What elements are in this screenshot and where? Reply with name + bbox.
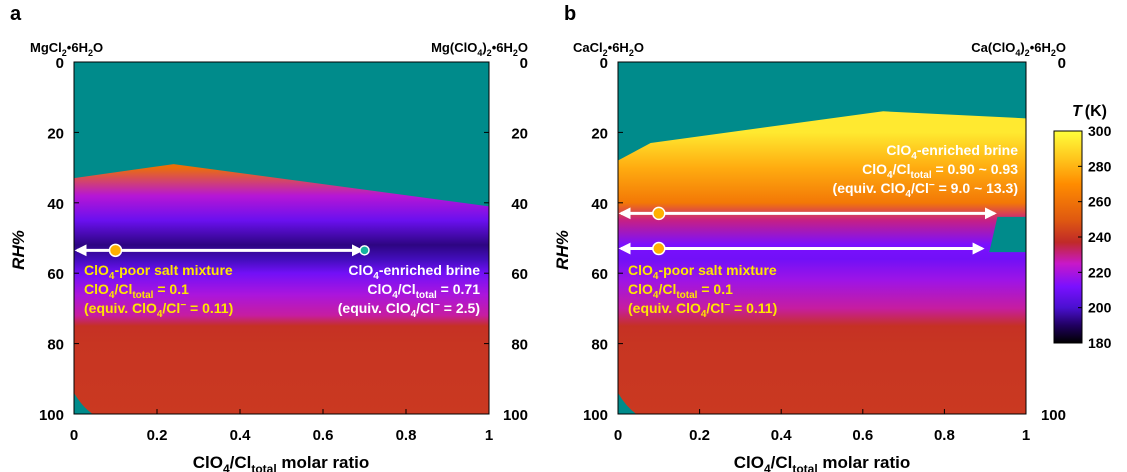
colorbar-tick-label: 260 [1088, 194, 1112, 210]
y-tick-label: 60 [47, 266, 64, 283]
y-tick-label-right: 60 [511, 266, 528, 283]
colorbar-gradient [1053, 130, 1083, 344]
panel-b-left-salt: CaCl2•6H2O [573, 40, 644, 58]
colorbar-tick-label: 200 [1088, 300, 1112, 316]
y-tick-label-right: 100 [1041, 407, 1066, 424]
panel-b-poor-annotation: ClO4-poor salt mixture ClO4/Cltotal = 0.… [628, 262, 777, 320]
colorbar-tick-label: 180 [1088, 335, 1112, 351]
panel-a-rich-annotation: ClO4-enriched brine ClO4/Cltotal = 0.71 … [338, 262, 480, 320]
panel-b-label: b [564, 3, 576, 25]
y-tick-label-right: 0 [1058, 55, 1066, 72]
y-tick-label: 20 [591, 125, 608, 142]
orange-marker [108, 243, 123, 258]
svg-text:ClO4-enriched brine: ClO4-enriched brine [886, 142, 1018, 162]
panel-a-left-salt: MgCl2•6H2O [30, 40, 103, 58]
corner-teal-spot [74, 392, 93, 414]
y-tick-label: 100 [39, 407, 64, 424]
panel-b-frame [617, 61, 1027, 415]
panel-b-teal-region [618, 62, 1026, 161]
panel-a: a MgCl2•6H2O Mg(ClO4)2•6H2O ClO4-poor sa… [9, 3, 528, 472]
y-tick-label: 0 [56, 55, 64, 72]
x-tick-label: 0.2 [689, 427, 710, 444]
panel-b: b CaCl2•6H2O Ca(ClO4)2•6H2O ClO4-poor sa… [553, 3, 1066, 472]
x-tick-label: 0.8 [934, 427, 955, 444]
y-tick-label: 40 [47, 196, 64, 213]
colorbar: T (K) 300 280 260 240 220 200 180 [1053, 103, 1112, 351]
svg-text:ClO4/Cltotal = 0.90 ~ 0.93: ClO4/Cltotal = 0.90 ~ 0.93 [862, 161, 1018, 181]
colorbar-tick-label: 220 [1088, 264, 1112, 280]
y-tick-label-right: 20 [511, 125, 528, 142]
x-tick-label: 0.8 [396, 427, 417, 444]
y-tick-label: 100 [583, 407, 608, 424]
x-tick-label: 0 [70, 427, 78, 444]
panel-b-right-salt: Ca(ClO4)2•6H2O [971, 40, 1066, 58]
panel-a-right-salt: Mg(ClO4)2•6H2O [431, 40, 528, 58]
y-tick-label: 80 [591, 337, 608, 354]
svg-text:ClO4/Cltotal = 0.1: ClO4/Cltotal = 0.1 [628, 281, 733, 301]
panel-a-teal-region [74, 62, 489, 207]
panel-a-y-axis-label: RH% [9, 230, 28, 270]
colorbar-tick-label: 300 [1088, 123, 1112, 139]
corner-teal-spot [618, 392, 637, 414]
x-tick-label: 0.4 [771, 427, 793, 444]
x-tick-label: 0.6 [852, 427, 873, 444]
orange-marker [652, 241, 666, 256]
svg-text:ClO4-poor salt mixture: ClO4-poor salt mixture [84, 262, 233, 282]
panel-b-plot [618, 62, 1026, 414]
panel-b-x-axis-label: ClO4/Cltotal molar ratio [734, 453, 911, 472]
panel-b-y-axis-label: RH% [553, 230, 572, 270]
svg-text:(equiv. ClO4/Cl− = 2.5): (equiv. ClO4/Cl− = 2.5) [338, 300, 480, 320]
svg-text:ClO4/Cltotal = 0.71: ClO4/Cltotal = 0.71 [367, 281, 480, 301]
svg-text:(equiv. ClO4/Cl− = 9.0 ~ 13.3): (equiv. ClO4/Cl− = 9.0 ~ 13.3) [833, 180, 1018, 200]
panel-a-poor-annotation: ClO4-poor salt mixture ClO4/Cltotal = 0.… [84, 262, 233, 320]
panel-a-plot [74, 62, 489, 414]
orange-marker [652, 206, 666, 221]
x-tick-label: 0.6 [313, 427, 334, 444]
y-tick-label-right: 100 [503, 407, 528, 424]
x-tick-label: 0 [614, 427, 622, 444]
panel-a-label: a [10, 3, 22, 25]
svg-text:(equiv. ClO4/Cl− = 0.11): (equiv. ClO4/Cl− = 0.11) [84, 300, 233, 320]
panel-b-rich-annotation: ClO4-enriched brine ClO4/Cltotal = 0.90 … [833, 142, 1019, 200]
x-tick-label: 0.4 [230, 427, 252, 444]
y-tick-label: 40 [591, 196, 608, 213]
x-tick-label: 1 [1022, 427, 1030, 444]
y-tick-label-right: 40 [511, 196, 528, 213]
y-tick-label: 0 [600, 55, 608, 72]
svg-text:(equiv. ClO4/Cl− = 0.11): (equiv. ClO4/Cl− = 0.11) [628, 300, 777, 320]
y-tick-label-right: 0 [520, 55, 528, 72]
panel-b-teal-pocket [989, 216, 1026, 253]
y-tick-label: 60 [591, 266, 608, 283]
x-tick-label: 1 [485, 427, 493, 444]
panel-a-frame [73, 61, 490, 415]
y-tick-label: 20 [47, 125, 64, 142]
svg-text:ClO4-enriched brine: ClO4-enriched brine [348, 262, 480, 282]
colorbar-tick-label: 240 [1088, 229, 1112, 245]
x-tick-label: 0.2 [147, 427, 168, 444]
svg-text:ClO4-poor salt mixture: ClO4-poor salt mixture [628, 262, 777, 282]
y-tick-label-right: 80 [511, 337, 528, 354]
teal-marker [359, 245, 370, 256]
colorbar-tick-label: 280 [1088, 158, 1112, 174]
colorbar-title: T (K) [1072, 103, 1107, 120]
svg-text:ClO4/Cltotal = 0.1: ClO4/Cltotal = 0.1 [84, 281, 189, 301]
y-tick-label: 80 [47, 337, 64, 354]
panel-a-x-axis-label: ClO4/Cltotal molar ratio [193, 453, 370, 472]
